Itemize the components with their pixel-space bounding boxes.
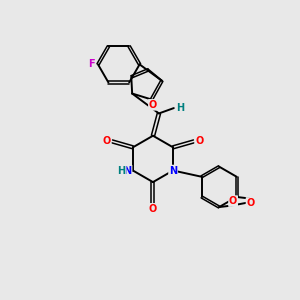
Text: N: N — [169, 166, 177, 176]
Text: F: F — [88, 59, 95, 69]
Text: O: O — [149, 100, 157, 110]
Text: O: O — [247, 198, 255, 208]
Text: H: H — [118, 166, 126, 176]
Text: H: H — [176, 103, 184, 113]
Text: N: N — [124, 166, 132, 176]
Text: O: O — [195, 136, 203, 146]
Text: O: O — [229, 196, 237, 206]
Text: O: O — [103, 136, 111, 146]
Text: O: O — [149, 204, 157, 214]
